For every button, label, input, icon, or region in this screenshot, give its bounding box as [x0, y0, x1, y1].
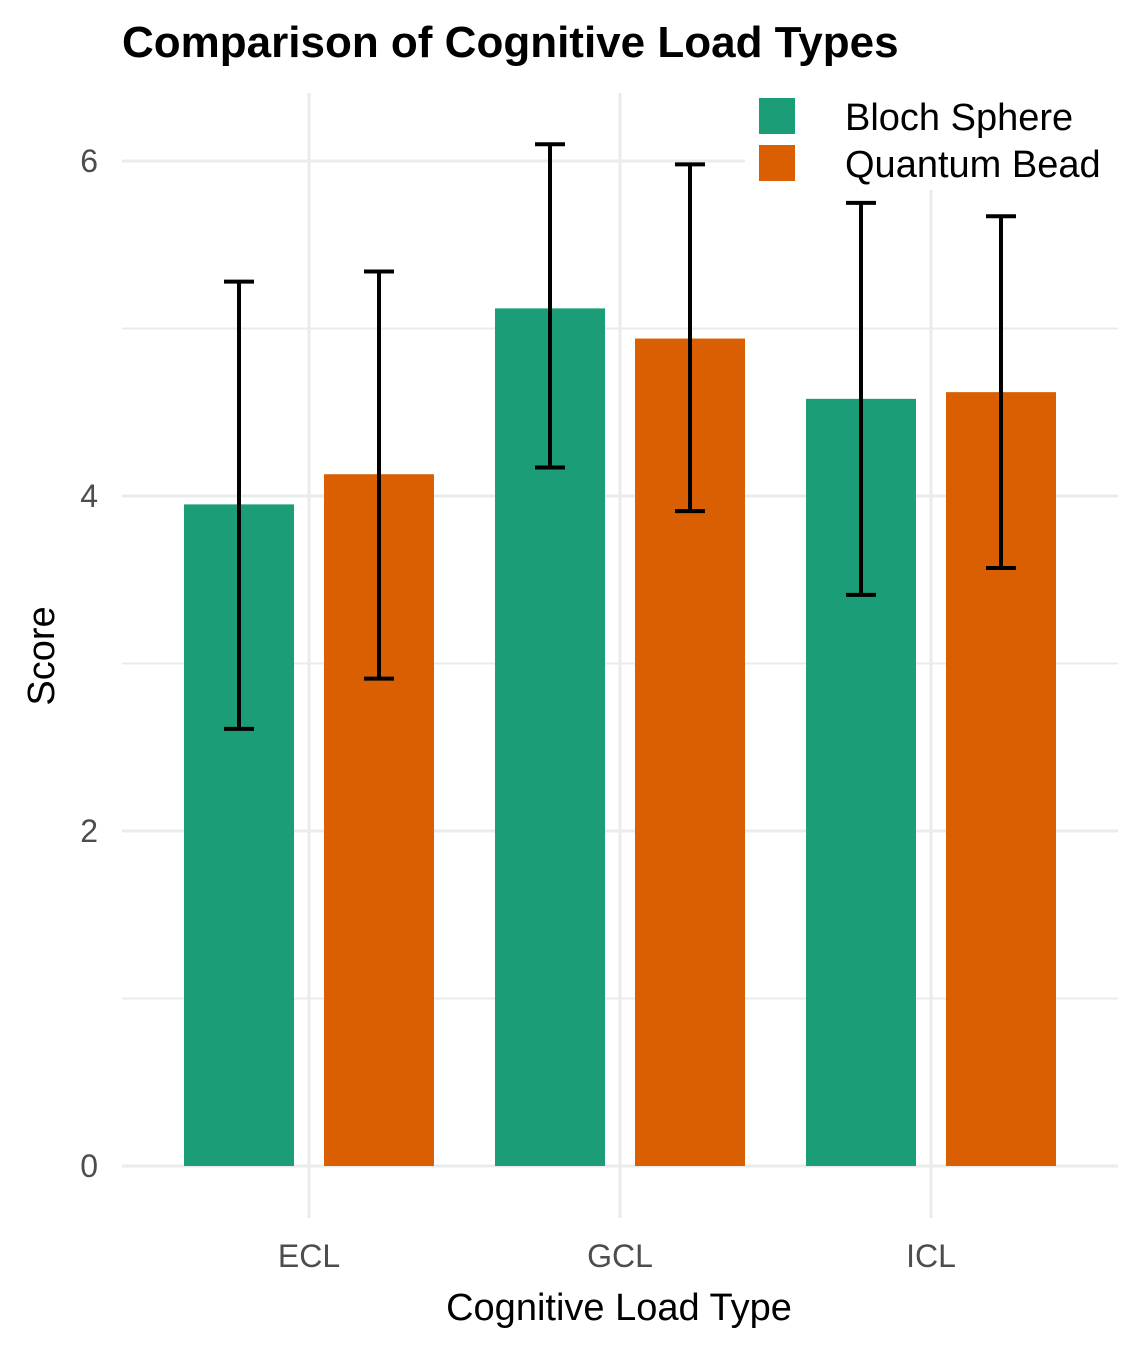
y-tick-label: 4 — [80, 478, 98, 514]
legend-key — [759, 145, 795, 181]
chart-title: Comparison of Cognitive Load Types — [122, 18, 899, 67]
legend-background — [745, 93, 1143, 190]
legend: Bloch Sphere Quantum Bead — [745, 93, 1143, 190]
legend-label: Bloch Sphere — [845, 97, 1073, 139]
legend-label: Quantum Bead — [845, 144, 1101, 186]
y-tick-label: 6 — [80, 143, 98, 179]
axis-layer: 0 2 4 6 ECL GCL ICL — [80, 143, 956, 1274]
legend-key — [759, 98, 795, 134]
x-tick-label: ECL — [278, 1238, 340, 1274]
y-tick-label: 2 — [80, 813, 98, 849]
errorbar-layer — [224, 142, 1016, 731]
y-tick-label: 0 — [80, 1148, 98, 1184]
x-tick-label: GCL — [587, 1238, 653, 1274]
x-tick-label: ICL — [906, 1238, 956, 1274]
x-axis-label: Cognitive Load Type — [446, 1287, 792, 1329]
y-axis-label: Score — [21, 606, 63, 705]
